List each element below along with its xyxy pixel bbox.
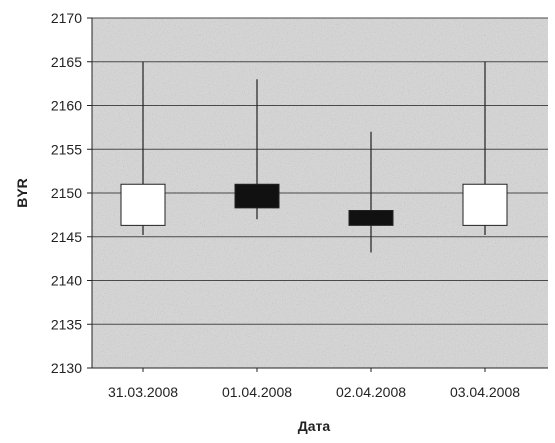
- candle-body-down: [348, 210, 394, 226]
- y-tick-label: 2165: [51, 54, 82, 70]
- candle: [348, 131, 394, 253]
- x-tick-label: 02.04.2008: [336, 384, 406, 400]
- candle-body-down: [234, 183, 280, 209]
- x-tick-label: 03.04.2008: [450, 384, 520, 400]
- y-tick-label: 2150: [51, 185, 82, 201]
- y-tick-label: 2155: [51, 141, 82, 157]
- candle-body-up: [462, 183, 508, 226]
- candle: [234, 79, 280, 220]
- candle: [120, 61, 166, 235]
- y-tick-label: 2160: [51, 98, 82, 114]
- y-tick-label: 2130: [51, 360, 82, 376]
- y-tick-label: 2170: [51, 10, 82, 26]
- candles: [120, 61, 508, 253]
- candle: [462, 61, 508, 235]
- y-tick-label: 2145: [51, 229, 82, 245]
- x-tick-label: 01.04.2008: [222, 384, 292, 400]
- y-axis-ticks: 2130 2135 2140 2145 2150 2155 2160 2165 2170: [51, 10, 92, 376]
- candle-body-up: [120, 183, 166, 226]
- x-axis-ticks: 31.03.2008 01.04.2008 02.04.2008 03.04.2008: [108, 368, 520, 400]
- y-tick-label: 2140: [51, 273, 82, 289]
- x-tick-label: 31.03.2008: [108, 384, 178, 400]
- gridlines: [91, 17, 548, 369]
- x-axis-title: Дата: [298, 418, 331, 434]
- y-tick-label: 2135: [51, 316, 82, 332]
- y-axis-title: BYR: [14, 178, 30, 208]
